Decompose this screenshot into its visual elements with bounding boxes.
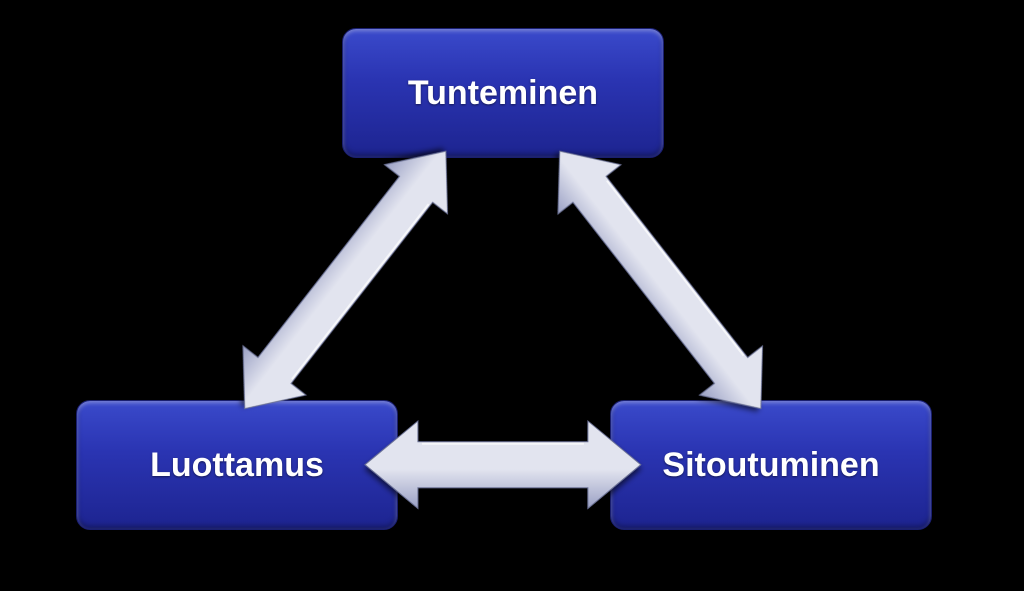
diagram-canvas: Tunteminen Luottamus Sitoutuminen bbox=[0, 0, 1024, 591]
node-sitoutuminen: Sitoutuminen bbox=[610, 400, 932, 530]
node-label: Tunteminen bbox=[408, 74, 598, 113]
edge-top-left bbox=[210, 124, 480, 435]
node-luottamus: Luottamus bbox=[76, 400, 398, 530]
node-label: Luottamus bbox=[150, 446, 324, 485]
edge-top-right bbox=[525, 124, 795, 435]
edge-left-right bbox=[365, 417, 641, 512]
node-label: Sitoutuminen bbox=[662, 446, 879, 485]
node-tunteminen: Tunteminen bbox=[342, 28, 664, 158]
